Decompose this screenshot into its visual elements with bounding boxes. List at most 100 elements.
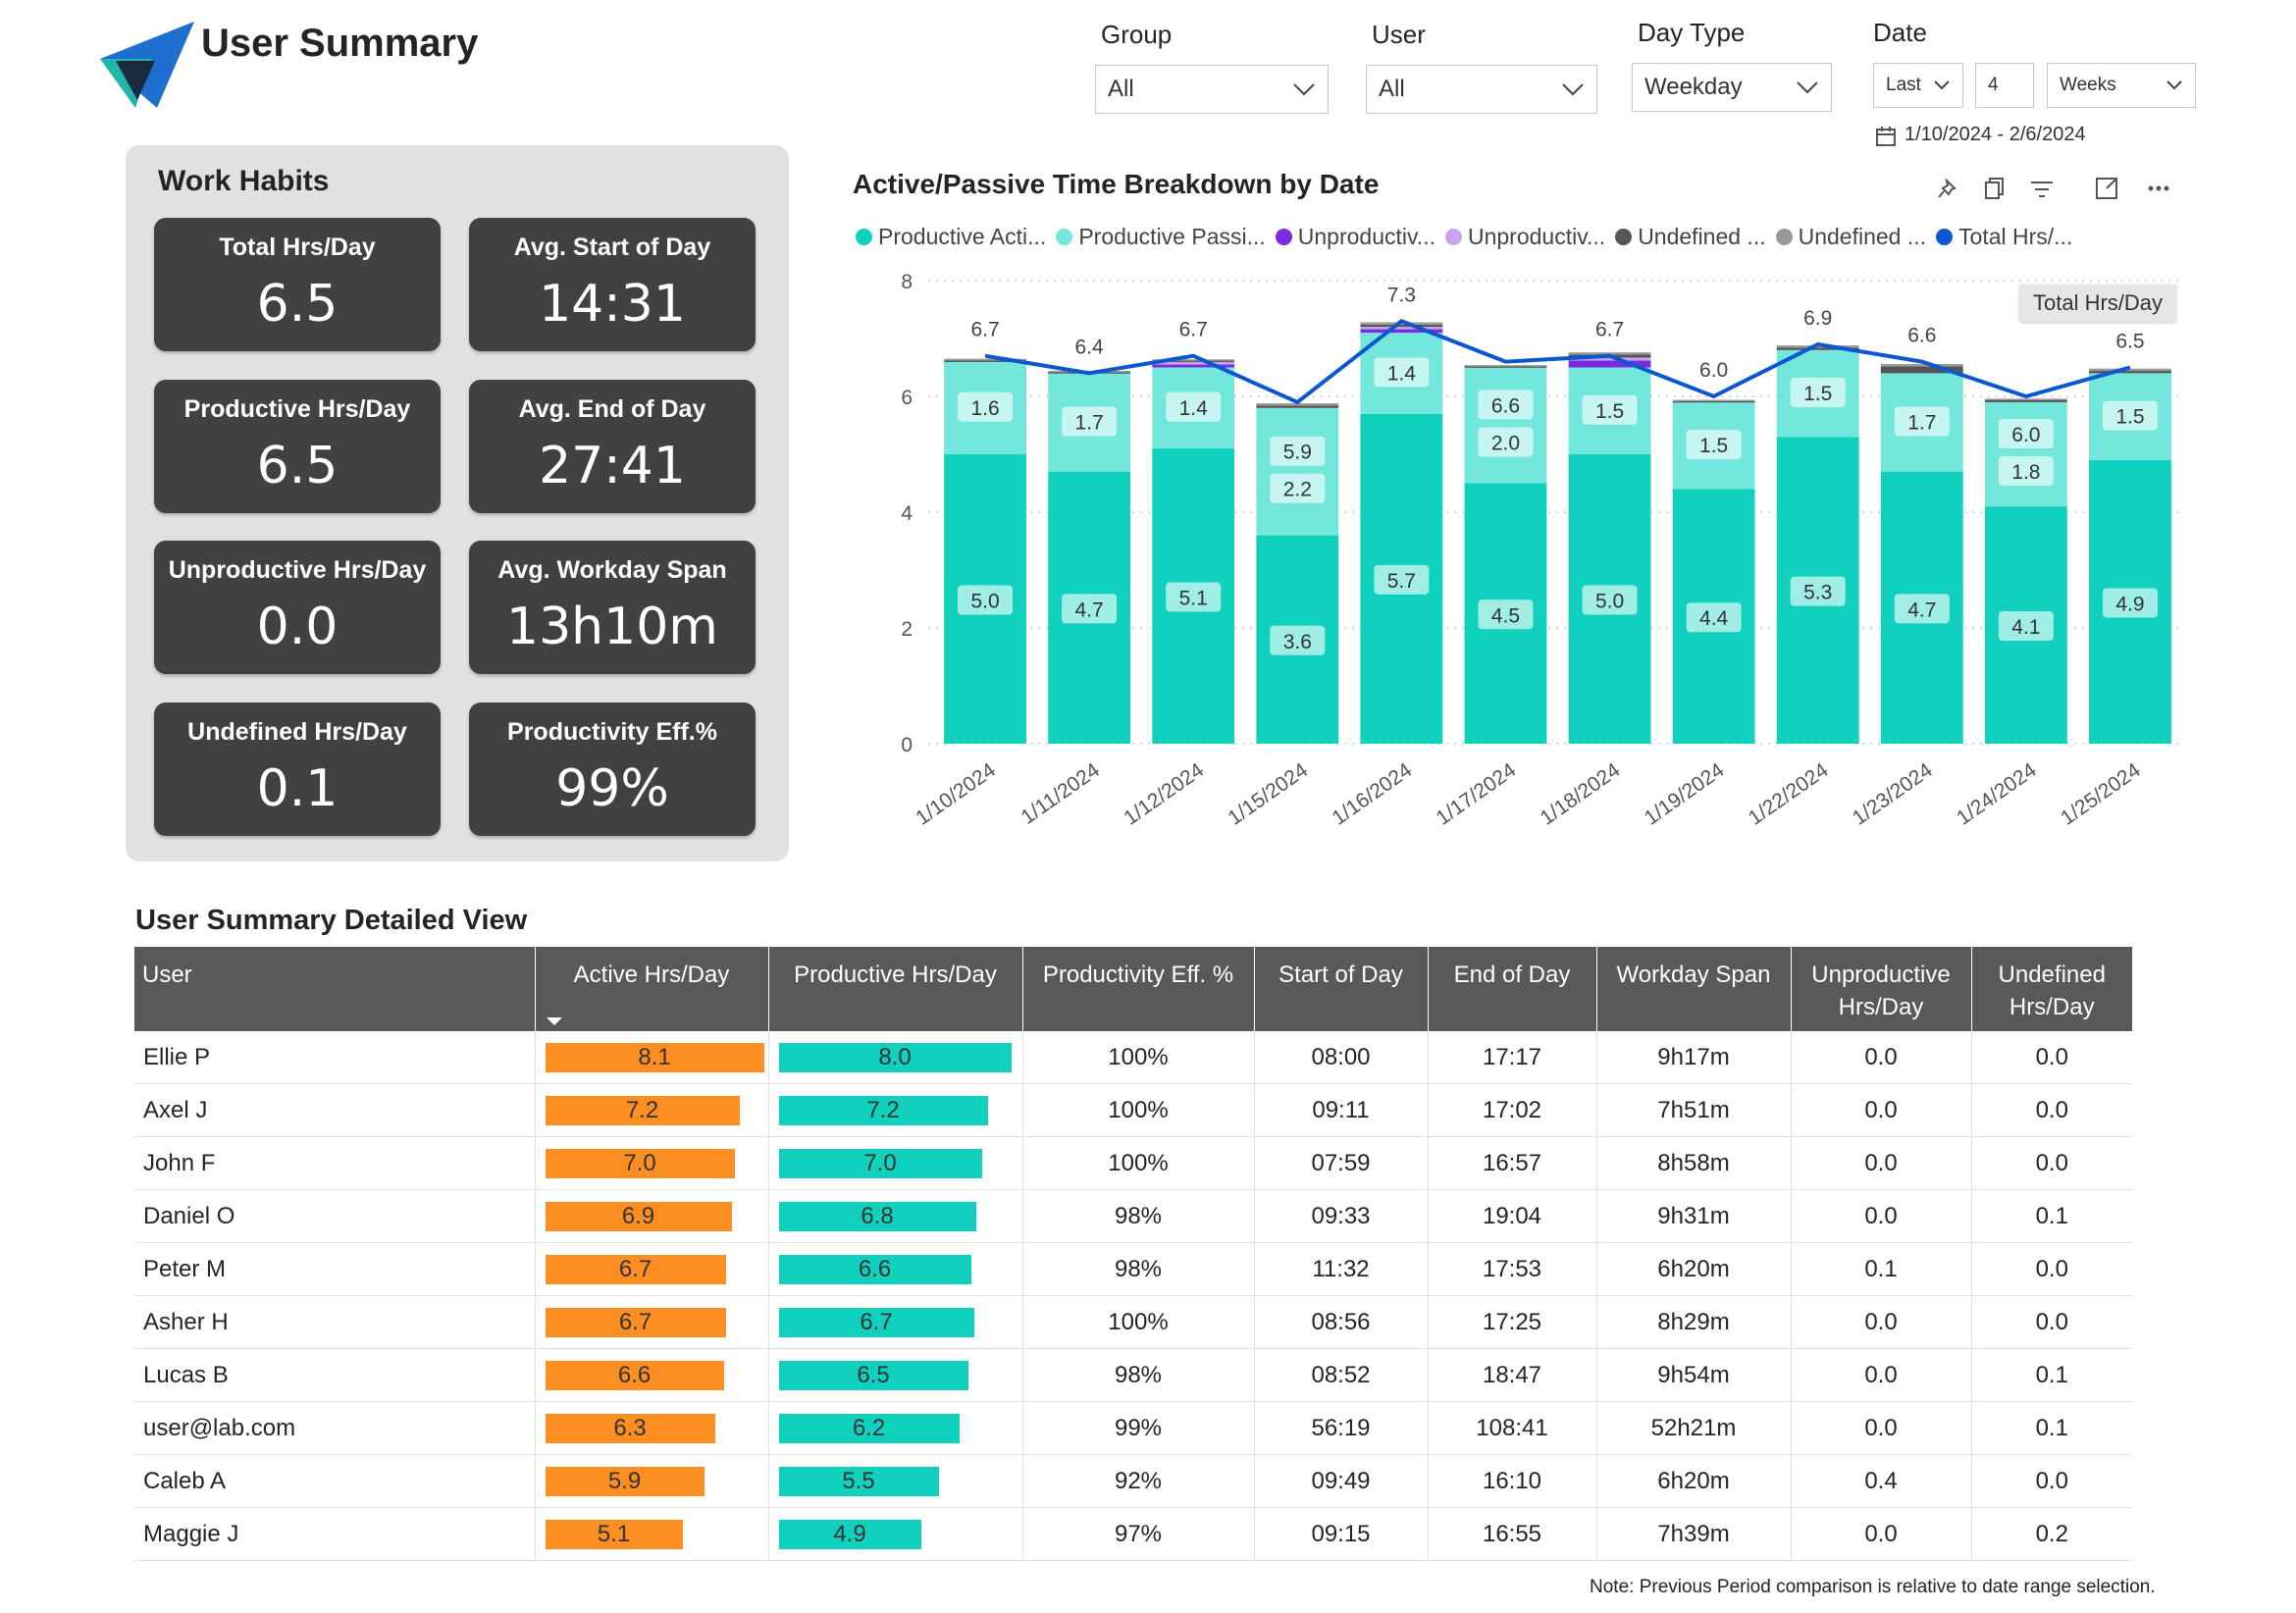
day-type-dropdown[interactable]: Weekday: [1632, 63, 1832, 112]
table-row[interactable]: Asher H 6.7 6.7 100% 08:56 17:25 8h29m 0.0 0.0: [134, 1295, 2132, 1349]
user-dropdown[interactable]: All: [1366, 65, 1597, 114]
table-row[interactable]: Lucas B 6.6 6.5 98% 08:52 18:47 9h54m 0.0 0.1: [134, 1348, 2132, 1402]
data-label-bg: [1270, 625, 1326, 655]
bar-segment: [1568, 352, 1651, 355]
column-header-label: Productive Hrs/Day: [794, 962, 997, 988]
chevron-down-icon: [1293, 83, 1315, 96]
date-count-value: 4: [1988, 75, 1999, 95]
filter-icon[interactable]: [2031, 182, 2053, 197]
column-header[interactable]: User: [134, 947, 536, 1031]
table-row[interactable]: John F 7.0 7.0 100% 07:59 16:57 8h58m 0.0 0.0: [134, 1136, 2132, 1190]
legend-item[interactable]: Productive Acti...: [856, 224, 1046, 250]
active-hrs-cell: 6.3: [535, 1401, 769, 1455]
date-count-input[interactable]: 4: [1975, 63, 2034, 108]
column-header[interactable]: Start of Day: [1254, 947, 1429, 1031]
kpi-card: Unproductive Hrs/Day 0.0: [154, 541, 441, 674]
table-row[interactable]: Caleb A 5.9 5.5 92% 09:49 16:10 6h20m 0.4 0.0: [134, 1454, 2132, 1508]
productive-hrs-cell: 8.0: [768, 1031, 1023, 1084]
kpi-label: Productive Hrs/Day: [183, 395, 411, 423]
table-row[interactable]: Ellie P 8.1 8.0 100% 08:00 17:17 9h17m 0.0 0.0: [134, 1031, 2132, 1084]
line-data-label: 6.4: [1075, 336, 1105, 358]
chevron-down-icon: [1934, 80, 1950, 90]
data-bar: 7.2: [545, 1096, 740, 1125]
start-of-day-cell: 56:19: [1254, 1401, 1429, 1455]
chevron-down-icon: [1562, 83, 1584, 96]
date-relative-dropdown[interactable]: Last: [1873, 63, 1963, 108]
legend-item[interactable]: Undefined ...: [1615, 224, 1766, 250]
bar-segment: [1360, 329, 1443, 334]
group-dropdown[interactable]: All: [1095, 65, 1329, 114]
legend-item[interactable]: Undefined ...: [1775, 224, 1926, 250]
legend-marker: [1615, 229, 1633, 245]
data-bar: 7.2: [778, 1096, 988, 1125]
data-label: 5.7: [1387, 570, 1416, 593]
kpi-card: Undefined Hrs/Day 0.1: [154, 702, 441, 836]
table-row[interactable]: Axel J 7.2 7.2 100% 09:11 17:02 7h51m 0.0 0.0: [134, 1083, 2132, 1137]
kpi-card: Productivity Eff.% 99%: [469, 702, 756, 836]
day-type-filter-label: Day Type: [1638, 18, 1746, 47]
legend-marker: [1775, 229, 1793, 245]
legend-item[interactable]: Productive Passi...: [1056, 224, 1266, 250]
table-title: User Summary Detailed View: [135, 905, 528, 936]
legend-item[interactable]: Unproductiv...: [1275, 224, 1435, 250]
column-header[interactable]: Undefined Hrs/Day: [1971, 947, 2132, 1031]
data-label: 1.7: [1907, 412, 1936, 435]
data-label: 4.1: [2011, 616, 2040, 639]
productivity-eff-cell: 92%: [1022, 1454, 1255, 1508]
bar-segment: [1880, 366, 1963, 374]
active-hrs-cell: 6.7: [535, 1295, 769, 1349]
x-tick-label: 1/17/2024: [1433, 758, 1521, 830]
bar-segment: [1152, 361, 1235, 365]
column-header[interactable]: Active Hrs/Day: [535, 947, 769, 1031]
bar-segment: [1984, 401, 2067, 507]
productive-hrs-cell: 6.5: [768, 1348, 1023, 1402]
column-header-label: Unproductive Hrs/Day: [1811, 962, 1951, 1020]
data-label: 5.3: [1803, 582, 1832, 604]
table-row[interactable]: Peter M 6.7 6.6 98% 11:32 17:53 6h20m 0.1 0.0: [134, 1242, 2132, 1296]
column-header[interactable]: Productive Hrs/Day: [768, 947, 1023, 1031]
productive-hrs-cell: 5.5: [768, 1454, 1023, 1508]
data-bar: 5.9: [545, 1467, 704, 1496]
table-row[interactable]: Daniel O 6.9 6.8 98% 09:33 19:04 9h31m 0.0 0.1: [134, 1189, 2132, 1243]
legend-label: Undefined ...: [1638, 224, 1766, 249]
start-of-day-cell: 08:52: [1254, 1348, 1429, 1402]
column-header[interactable]: Workday Span: [1596, 947, 1792, 1031]
productivity-eff-cell: 100%: [1022, 1295, 1255, 1349]
sort-descending-icon[interactable]: [546, 1015, 563, 1027]
data-label-bg: [958, 391, 1014, 422]
copy-icon[interactable]: [1985, 178, 2004, 199]
bar-segment: [1464, 367, 1547, 484]
line-data-label: 6.5: [2115, 331, 2144, 353]
user-summary-table: User Active Hrs/Day Productive Hrs/Day Prod…: [134, 947, 2132, 1561]
calendar-icon: [1876, 127, 1896, 146]
productivity-eff-cell: 98%: [1022, 1242, 1255, 1296]
pin-icon[interactable]: [1938, 177, 1957, 198]
user-dropdown-value: All: [1379, 76, 1405, 102]
column-header[interactable]: End of Day: [1428, 947, 1597, 1031]
legend-item[interactable]: Total Hrs/...: [1936, 224, 2072, 250]
data-label-bg: [1270, 473, 1326, 503]
focus-mode-icon[interactable]: [2096, 178, 2117, 199]
more-options-icon[interactable]: [2148, 185, 2169, 191]
data-bar: 6.7: [778, 1308, 974, 1337]
productive-hrs-cell: 6.8: [768, 1189, 1023, 1243]
table-row[interactable]: user@lab.com 6.3 6.2 99% 56:19 108:41 52h21m 0.…: [134, 1401, 2132, 1455]
data-label: 4.5: [1491, 604, 1520, 627]
bar-segment: [1984, 398, 2067, 400]
line-data-label: 6.0: [1699, 359, 1728, 382]
user-cell: Daniel O: [134, 1189, 536, 1243]
start-of-day-cell: 09:33: [1254, 1189, 1429, 1243]
line-data-label: 6.7: [1179, 319, 1208, 341]
y-tick-label: 2: [901, 618, 913, 641]
undefined-hrs-cell: 0.1: [1971, 1348, 2132, 1402]
unproductive-hrs-cell: 0.1: [1791, 1242, 1972, 1296]
data-label: 1.8: [2011, 461, 2040, 484]
column-header[interactable]: Productivity Eff. %: [1022, 947, 1255, 1031]
table-row[interactable]: Maggie J 5.1 4.9 97% 09:15 16:55 7h39m 0.0 0.2: [134, 1507, 2132, 1561]
active-hrs-cell: 7.0: [535, 1136, 769, 1190]
legend-item[interactable]: Unproductiv...: [1444, 224, 1605, 250]
date-unit-dropdown[interactable]: Weeks: [2047, 63, 2196, 108]
column-header[interactable]: Unproductive Hrs/Day: [1791, 947, 1972, 1031]
productivity-eff-cell: 97%: [1022, 1507, 1255, 1561]
x-tick-label: 1/23/2024: [1849, 758, 1937, 830]
